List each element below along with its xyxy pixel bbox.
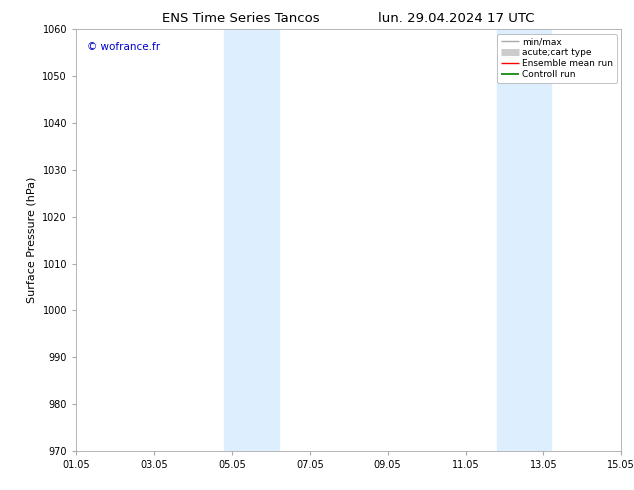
Text: lun. 29.04.2024 17 UTC: lun. 29.04.2024 17 UTC: [378, 12, 534, 25]
Legend: min/max, acute;cart type, Ensemble mean run, Controll run: min/max, acute;cart type, Ensemble mean …: [497, 34, 617, 82]
Text: © wofrance.fr: © wofrance.fr: [87, 42, 160, 52]
Bar: [224, 29, 278, 451]
Y-axis label: Surface Pressure (hPa): Surface Pressure (hPa): [27, 177, 37, 303]
Bar: [496, 29, 551, 451]
Text: ENS Time Series Tancos: ENS Time Series Tancos: [162, 12, 320, 25]
